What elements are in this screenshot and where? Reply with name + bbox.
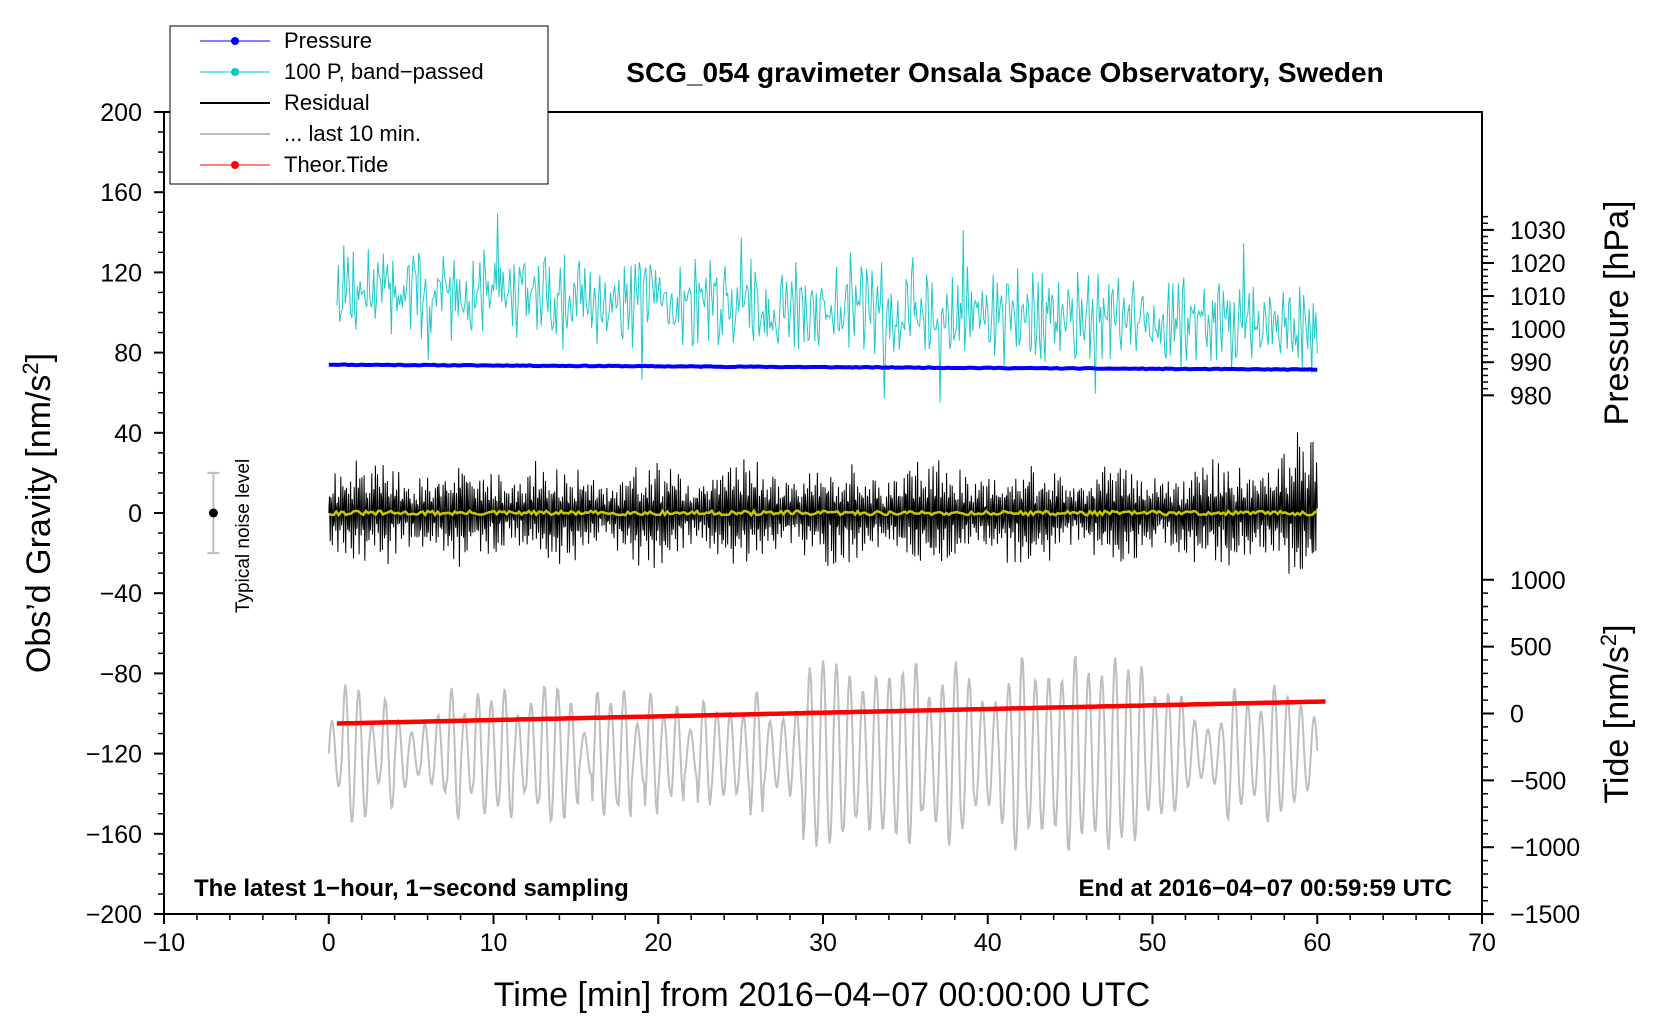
y-tick-label: −40 — [100, 580, 142, 608]
series-pressure — [328, 362, 1318, 372]
pressure-line — [328, 362, 1318, 372]
legend-label-residual: Residual — [284, 90, 370, 115]
y-tick-label: −120 — [86, 741, 142, 769]
pressure-axis-label: Pressure [hPa] — [1598, 201, 1636, 426]
pressure-tick-label: 1020 — [1510, 250, 1566, 278]
x-tick-label: −10 — [143, 929, 185, 957]
x-tick-label: 40 — [974, 929, 1002, 957]
tide-line — [336, 699, 1326, 726]
pressure-tick-label: 990 — [1510, 349, 1552, 377]
tide-axis-ticks: 1000 500 0 −500 −1000 −1500 — [1482, 567, 1580, 929]
y-tick-label: −200 — [86, 901, 142, 929]
tide-axis-label-text: Tide [nm/s — [1598, 646, 1636, 803]
x-tick-label: 20 — [644, 929, 672, 957]
legend-label-tide: Theor.Tide — [284, 152, 388, 177]
residual-line — [328, 432, 1318, 574]
y-axis-label-text: Obs’d Gravity [nm/s — [20, 375, 58, 674]
legend-label-last10: ... last 10 min. — [284, 121, 421, 146]
tide-tick-label: 0 — [1510, 701, 1524, 729]
y-tick-label: 120 — [100, 259, 142, 287]
tide-axis-label: Tide [nm/s2] — [1596, 624, 1637, 803]
pressure-tick-label: 1030 — [1510, 217, 1566, 245]
tide-tick-label: −1500 — [1510, 901, 1580, 929]
legend-key-marker — [231, 161, 239, 169]
y-tick-label: 80 — [114, 340, 142, 368]
y-axis-label: Obs’d Gravity [nm/s2] — [18, 353, 59, 673]
legend-key-marker — [231, 68, 239, 76]
bandpassed-line — [336, 213, 1318, 403]
y-axis-ticks: 200 160 120 80 40 0 −40 −80 −120 −160 −200 — [86, 99, 164, 929]
series-last-10-min — [327, 655, 1319, 851]
y-tick-label: 40 — [114, 420, 142, 448]
series-theor-tide — [336, 699, 1326, 726]
smoothed-line — [328, 508, 1318, 518]
footnote-right: End at 2016−04−07 00:59:59 UTC — [1078, 875, 1452, 902]
pressure-tick-label: 1010 — [1510, 283, 1566, 311]
tide-tick-label: 500 — [1510, 634, 1552, 662]
x-axis-ticks: −10 0 10 20 30 40 50 60 70 — [143, 914, 1496, 957]
y-axis-label-close: ] — [20, 353, 58, 362]
tide-axis-label-close: ] — [1598, 624, 1636, 633]
y-tick-label: 200 — [100, 99, 142, 127]
x-tick-label: 0 — [322, 929, 336, 957]
chart-title: SCG_054 gravimeter Onsala Space Observat… — [626, 57, 1383, 88]
x-axis-label: Time [min] from 2016−04−07 00:00:00 UTC — [494, 976, 1150, 1014]
legend-key-marker — [231, 37, 239, 45]
legend-box — [169, 25, 549, 185]
footnote-left: The latest 1−hour, 1−second sampling — [194, 875, 629, 902]
legend-keys — [200, 37, 270, 169]
pressure-tick-label: 1000 — [1510, 316, 1566, 344]
noise-level-indicator — [207, 471, 220, 555]
y-tick-label: 0 — [128, 500, 142, 528]
noise-dot — [208, 508, 218, 518]
legend: Pressure 100 P, band−passed Residual ...… — [169, 25, 549, 185]
series-residual-smoothed — [328, 508, 1318, 518]
noise-level-label: Typical noise level — [233, 459, 254, 613]
x-tick-label: 30 — [809, 929, 837, 957]
legend-label-bandpassed: 100 P, band−passed — [284, 59, 484, 84]
x-tick-label: 70 — [1468, 929, 1496, 957]
tide-tick-label: 1000 — [1510, 567, 1566, 595]
last10-line — [327, 655, 1319, 851]
x-tick-label: 60 — [1303, 929, 1331, 957]
x-tick-label: 10 — [480, 929, 508, 957]
y-tick-label: 160 — [100, 179, 142, 207]
legend-label-pressure: Pressure — [284, 28, 372, 53]
x-tick-label: 50 — [1139, 929, 1167, 957]
tide-axis-label-sup: 2 — [1596, 634, 1621, 646]
series-bandpassed-pressure — [336, 213, 1318, 403]
series-residual — [328, 432, 1318, 574]
y-tick-label: −80 — [100, 660, 142, 688]
y-tick-label: −160 — [86, 821, 142, 849]
y-axis-label-sup: 2 — [18, 362, 43, 374]
pressure-axis-ticks: 1030 1020 1010 1000 990 980 — [1481, 112, 1566, 457]
tide-tick-label: −500 — [1510, 767, 1566, 795]
tide-tick-label: −1000 — [1510, 834, 1580, 862]
pressure-tick-label: 980 — [1510, 382, 1552, 410]
